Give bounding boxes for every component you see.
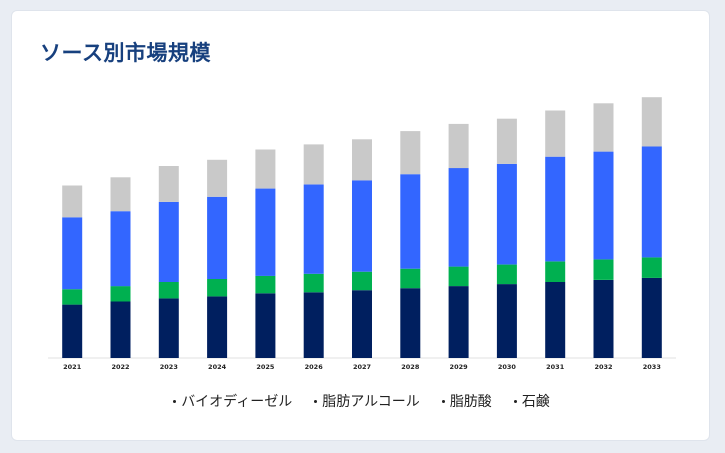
bar-segment-2030-3 [496,118,517,164]
legend-item-fatty-acid: 脂肪酸 [441,391,492,411]
bar-segment-2023-1 [158,282,179,299]
bar-segment-2023-2 [158,201,179,282]
bar-segment-2026-1 [303,273,324,293]
bar-segment-2026-0 [303,292,324,358]
x-tick-label: 2022 [111,363,129,371]
legend-label: バイオディーゼル [181,394,293,410]
legend-bullet [173,399,177,403]
x-tick-label: 2029 [450,363,469,371]
bar-segment-2028-0 [400,288,421,358]
bar-segment-2025-0 [255,293,276,358]
bar-segment-2030-0 [496,284,517,358]
chart-legend: バイオディーゼル 脂肪アルコール 脂肪酸 石鹸 [12,391,711,411]
bar-segment-2033-1 [641,257,662,278]
x-tick-label: 2033 [643,363,661,371]
bar-segment-2029-2 [448,168,469,267]
bar-segment-2028-3 [400,131,421,175]
bar-segment-2022-3 [110,177,131,212]
bar-segment-2033-3 [641,97,662,147]
bar-segment-2025-3 [255,149,276,189]
bar-segment-2027-2 [352,180,372,272]
x-tick-label: 2021 [63,363,82,371]
x-tick-label: 2025 [256,363,275,371]
chart-card: ソース別市場規模 2021 2022 2023 2024 2025 2026 2027 202… [11,10,710,441]
legend-bullet [314,399,318,403]
bar-segment-2024-1 [207,278,228,297]
legend-bullet [513,399,517,403]
bar-segment-2031-2 [545,156,566,262]
bar-segment-2031-3 [545,110,566,157]
bar-segment-2030-1 [496,264,517,285]
x-tick-label: 2027 [353,363,371,371]
bar-segment-2029-1 [448,266,469,287]
bar-segment-2032-0 [593,280,614,358]
bar-segment-2023-3 [158,166,179,202]
bar-segment-2024-2 [207,196,228,279]
x-tick-label: 2028 [401,363,420,371]
bar-segment-2025-1 [255,275,276,294]
legend-item-biodiesel: バイオディーゼル [173,391,292,411]
bar-segment-2033-2 [641,146,662,258]
x-tick-label: 2023 [160,363,178,371]
bar-segment-2031-0 [545,282,566,358]
bar-segment-2027-1 [352,271,372,291]
bar-segment-2026-3 [303,144,324,185]
x-tick-label: 2024 [208,363,227,371]
bar-segment-2028-1 [400,268,421,289]
bar-segment-2023-0 [158,298,179,358]
stacked-bar-chart: 2021 2022 2023 2024 2025 2026 2027 2028 2029 2030… [48,97,676,371]
bar-segment-2021-1 [62,289,83,305]
x-tick-label: 2031 [546,363,565,371]
legend-bullet [441,399,445,403]
bar-segment-2027-0 [352,290,372,358]
bar-segment-2029-0 [448,286,469,358]
bar-segment-2031-1 [545,261,566,282]
bar-segment-2032-1 [593,259,614,280]
bar-segment-2022-1 [110,286,131,302]
bar-segment-2029-3 [448,123,469,169]
bar-segment-2024-0 [207,296,228,358]
legend-item-fatty-alcohol: 脂肪アルコール [314,391,420,411]
bar-segment-2021-2 [62,217,83,290]
chart-title: ソース別市場規模 [40,41,211,65]
bar-segment-2027-3 [352,139,372,181]
bar-segment-2028-2 [400,174,421,269]
bar-segment-2032-2 [593,151,614,260]
x-tick-label: 2026 [305,363,324,371]
bar-segment-2033-0 [641,277,662,358]
bar-segment-2021-0 [62,304,83,358]
legend-label: 脂肪アルコール [322,394,420,410]
x-tick-label: 2032 [594,363,612,371]
bar-segment-2025-2 [255,188,276,276]
bar-segment-2022-0 [110,301,131,358]
bar-segment-2021-3 [62,185,83,218]
bar-segment-2032-3 [593,103,614,152]
legend-label: 石鹸 [521,394,550,410]
legend-label: 脂肪酸 [449,394,492,410]
bar-segment-2022-2 [110,211,131,287]
bar-segment-2030-2 [496,163,517,265]
bar-segment-2026-2 [303,184,324,274]
legend-item-soap: 石鹸 [513,391,550,411]
x-tick-label: 2030 [498,363,517,371]
bar-segment-2024-3 [207,159,228,197]
